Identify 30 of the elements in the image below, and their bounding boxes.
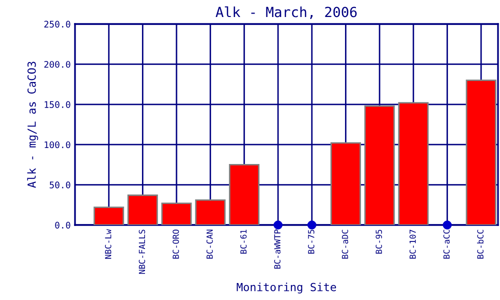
- y-tick-label: 50.0: [50, 182, 70, 188]
- bar: [94, 206, 124, 225]
- x-tick-label: BC-CAN: [206, 230, 213, 259]
- y-tick-label: 0.0: [55, 222, 70, 229]
- x-tick-label: BC-aWWTP: [274, 230, 280, 269]
- bar: [161, 202, 192, 225]
- bar: [228, 164, 260, 225]
- y-tick-label: 200.0: [44, 60, 70, 68]
- x-tick-label: BC-75: [308, 230, 314, 254]
- bar: [466, 80, 496, 225]
- bar: [398, 102, 429, 225]
- y-tick-label: 150.0: [44, 101, 70, 108]
- x-axis-title: Monitoring Site: [236, 282, 336, 294]
- x-tick-label: BC-95: [376, 230, 382, 254]
- x-tick-label: BC-bCC: [477, 230, 484, 259]
- x-tick-label: BC-107: [410, 230, 416, 259]
- bar: [127, 194, 158, 225]
- chart-title: Alk - March, 2006: [216, 6, 357, 19]
- bar: [364, 105, 395, 225]
- y-tick-label: 100.0: [44, 141, 70, 148]
- x-tick-label: BC-ORO: [172, 230, 179, 259]
- x-tick-label: BC-aCC: [443, 230, 450, 259]
- x-tick-label: BC-61: [240, 230, 247, 254]
- y-axis-title: Alk - mg/L as CaCO3: [27, 62, 38, 188]
- y-tick-label: 250.0: [44, 20, 70, 28]
- bar: [330, 142, 361, 225]
- x-tick-label: NBC-Lw: [104, 229, 112, 259]
- bar: [195, 199, 226, 225]
- x-tick-label: BC-aDC: [342, 230, 348, 259]
- x-tick-label: NBC-FALLS: [138, 230, 146, 274]
